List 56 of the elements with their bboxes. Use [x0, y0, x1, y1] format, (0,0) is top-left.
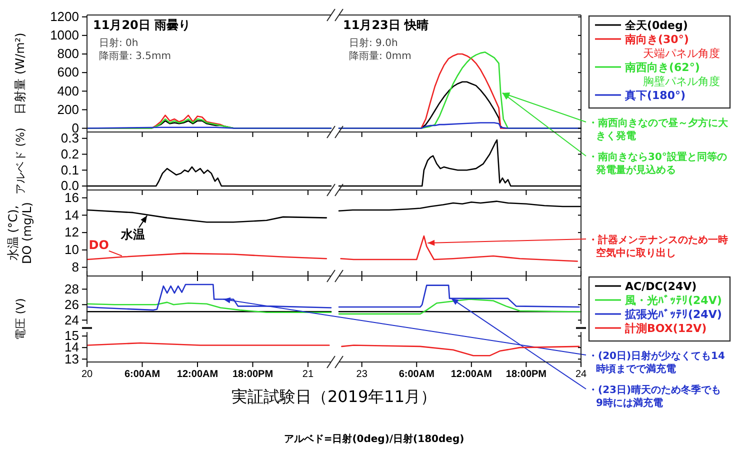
y-tick-label: 28	[64, 281, 79, 296]
y-axis-title: 日射量 (W/m²)	[13, 32, 27, 114]
y-tick-label: 0.2	[60, 146, 79, 162]
legend-label: 水温	[120, 228, 146, 242]
legend-label: 南西向き(62°) 胸壁パネル角度	[624, 61, 720, 88]
y-tick-label: 1000	[50, 28, 79, 43]
y-tick-label: 26	[64, 296, 79, 312]
legend-label: 真下(180°)	[624, 89, 686, 102]
series-label: DO	[88, 238, 109, 252]
x-tick-label: 24	[575, 369, 587, 380]
annotation: ・南向きなら30°設置と同等の発電量が見込める	[588, 151, 727, 176]
y-axis-title: 水温 (°C), DO (mg/L)	[6, 202, 34, 264]
y-tick-label: 400	[57, 83, 79, 98]
x-tick-label: 12:00AM	[176, 369, 218, 380]
legend-label: 風・光ﾊﾞｯﾃﾘ(24V)	[624, 294, 722, 307]
y-tick-label: 24	[64, 312, 79, 328]
y-tick-label: 12	[64, 224, 79, 240]
legend-label: 南向き(30°) 天端パネル角度	[624, 33, 720, 60]
line-series	[86, 252, 328, 260]
x-tick-label: 6:00AM	[398, 369, 434, 380]
y-tick-label: 800	[57, 46, 79, 62]
annotation: ・計器メンテナンスのため一時空気中に取り出し	[588, 234, 728, 259]
legend-label: AC/DC(24V)	[625, 280, 697, 293]
x-tick-label: 6:00AM	[124, 369, 160, 380]
text: アルベド=日射(0deg)/日射(180deg)	[284, 433, 464, 445]
line-series	[86, 302, 332, 314]
x-tick-label: 18:00PM	[232, 369, 274, 380]
annotation: ・南西向きなので昼～夕方に大きく発電	[588, 117, 729, 142]
y-tick-label: 14	[64, 207, 79, 222]
x-tick-label: 21	[302, 369, 314, 380]
x-tick-label: 23	[356, 369, 368, 380]
legend-label: 拡張光ﾊﾞｯﾃﾘ(24V)	[624, 308, 722, 321]
annotation: 日射: 0h	[99, 37, 138, 49]
annotation: 降雨量: 0mm	[349, 50, 412, 62]
y-tick-label: 10	[64, 242, 79, 258]
annotation: ・(23日)晴天のため冬季でも9時には満充電	[588, 384, 722, 409]
y-tick-label: 8	[72, 259, 79, 274]
y-tick-label: 600	[57, 64, 79, 80]
y-axis-title: 電圧 (V)	[14, 298, 27, 340]
annotation: 11月23日 快晴	[343, 18, 429, 32]
x-tick-label: 20	[81, 369, 93, 380]
annotation: 降雨量: 3.5mm	[99, 50, 171, 62]
y-tick-label: 200	[57, 102, 79, 117]
x-tick-label: 18:00PM	[506, 369, 546, 380]
text: 計測BOX(12V)	[625, 322, 707, 335]
x-tick-label: 12:00AM	[450, 369, 492, 380]
line-series	[86, 209, 328, 223]
annotation: ・(20日)日射が少なくても14時頃までで満充電	[588, 350, 726, 375]
x-axis-title: 実証試験日（2019年11月）	[231, 387, 437, 406]
legend-label: 全天(0deg)	[624, 19, 688, 32]
y-tick-label: 1200	[50, 9, 79, 24]
annotation: 日射: 9.0h	[349, 37, 398, 49]
y-tick-label: 0.1	[60, 162, 79, 178]
y-axis-title: アルベド (%)	[14, 128, 27, 194]
annotation: 11月20日 雨曇り	[93, 18, 191, 32]
line-series	[86, 284, 332, 311]
